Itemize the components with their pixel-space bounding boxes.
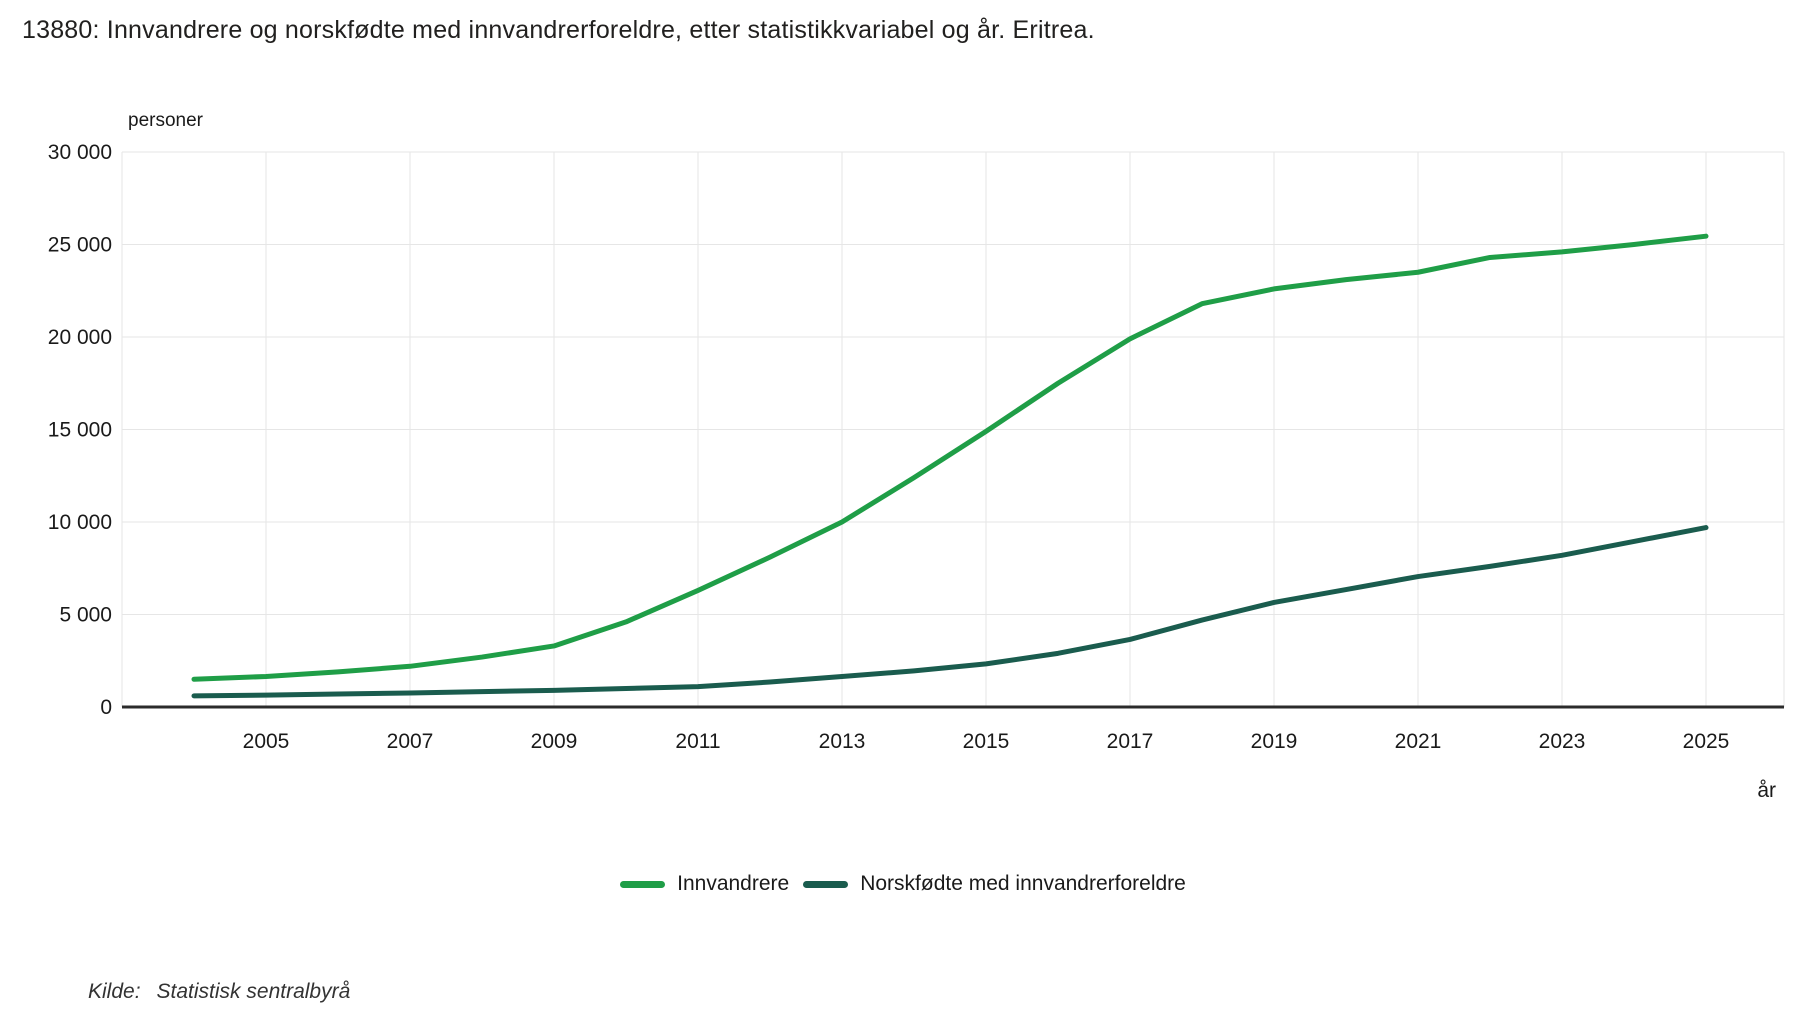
x-tick-label: 2011 xyxy=(675,730,720,753)
x-tick-label: 2023 xyxy=(1539,730,1586,753)
y-tick-label: 10 000 xyxy=(48,511,112,534)
source-prefix: Kilde: xyxy=(88,980,141,1003)
legend-item-norskfodte[interactable]: Norskfødte med innvandrerforeldre xyxy=(803,872,1186,896)
chart-legend: Innvandrere Norskfødte med innvandrerfor… xyxy=(0,872,1806,896)
y-tick-label: 30 000 xyxy=(48,141,112,164)
x-tick-label: 2021 xyxy=(1395,730,1442,753)
x-tick-label: 2009 xyxy=(531,730,578,753)
series-line-innvandrere[interactable] xyxy=(191,233,1709,682)
x-tick-label: 2015 xyxy=(963,730,1010,753)
legend-item-innvandrere[interactable]: Innvandrere xyxy=(620,872,789,896)
source-line: Kilde: Statistisk sentralbyrå xyxy=(88,980,350,1004)
x-tick-label: 2013 xyxy=(819,730,866,753)
legend-label-norskfodte: Norskfødte med innvandrerforeldre xyxy=(860,872,1186,895)
x-tick-label: 2005 xyxy=(243,730,290,753)
y-tick-label: 25 000 xyxy=(48,234,112,257)
y-tick-label: 5 000 xyxy=(59,604,112,627)
x-axis-title: år xyxy=(1757,779,1776,802)
legend-swatch-norskfodte-icon xyxy=(803,880,849,888)
source-text: Statistisk sentralbyrå xyxy=(156,980,351,1003)
y-tick-label: 0 xyxy=(100,696,112,719)
series-line-norskfodte[interactable] xyxy=(191,525,1709,699)
y-tick-label: 15 000 xyxy=(48,419,112,442)
y-tick-label: 20 000 xyxy=(48,326,112,349)
x-tick-label: 2025 xyxy=(1683,730,1730,753)
chart-title: 13880: Innvandrere og norskfødte med inn… xyxy=(22,16,1095,44)
y-axis-unit-label: personer xyxy=(128,110,204,131)
legend-label-innvandrere: Innvandrere xyxy=(677,872,790,895)
x-tick-label: 2019 xyxy=(1251,730,1298,753)
x-tick-label: 2007 xyxy=(387,730,434,753)
legend-swatch-innvandrere-icon xyxy=(620,880,666,888)
x-tick-label: 2017 xyxy=(1107,730,1154,753)
